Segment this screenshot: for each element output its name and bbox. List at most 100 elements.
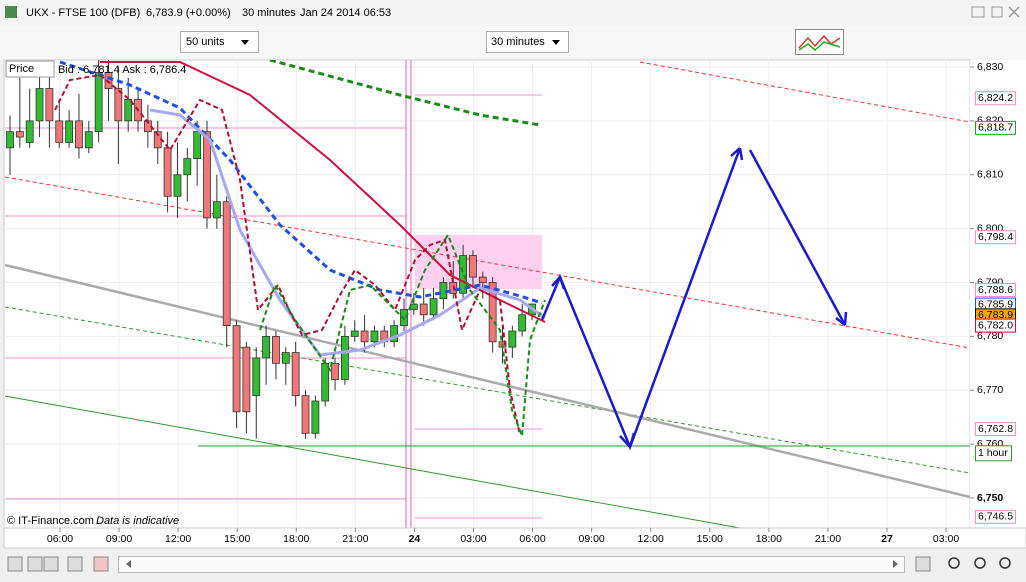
candle-body <box>222 201 231 326</box>
candle-body <box>25 120 34 143</box>
level-tag <box>975 445 1012 462</box>
price-badge-label: 6,788.6 <box>978 284 1013 296</box>
candle-body <box>6 131 14 149</box>
minimize-button[interactable] <box>971 6 985 18</box>
trend-line <box>4 263 970 499</box>
channel-line <box>4 176 970 349</box>
moving-average <box>59 60 543 305</box>
candle-body <box>124 98 133 122</box>
time-label: 12:00 <box>638 533 664 545</box>
maximize-button[interactable] <box>991 6 1003 18</box>
note: Data is indicative <box>96 515 179 527</box>
price-label: 6,770 <box>977 384 1003 396</box>
candle-body <box>193 131 202 159</box>
time-label: 06:00 <box>47 533 73 545</box>
time-label: 27 <box>881 533 893 545</box>
tool-button[interactable] <box>915 556 931 572</box>
price-label: 6,750 <box>977 492 1003 504</box>
tool-button[interactable] <box>67 556 83 572</box>
price-badge <box>975 283 1016 298</box>
candle-body <box>400 309 408 327</box>
zoom-out[interactable] <box>974 557 986 569</box>
legend-box[interactable] <box>5 60 55 78</box>
candle-body <box>173 174 182 197</box>
price-badge <box>975 422 1016 437</box>
units-dropdown[interactable] <box>180 31 259 53</box>
app-icon <box>5 6 17 18</box>
moving-average <box>269 60 541 127</box>
candle-body <box>84 131 93 149</box>
candle-body <box>163 147 172 197</box>
time-label: 15:00 <box>224 533 250 545</box>
candle-body <box>360 330 369 343</box>
price-badge <box>975 91 1016 106</box>
indicators <box>54 60 848 451</box>
title-bar <box>0 0 1026 26</box>
quote: Bid : 6,781.4 Ask : 6,786.4 <box>58 64 186 76</box>
candle-body <box>75 120 83 149</box>
candle-body <box>331 362 339 380</box>
candle-body <box>262 335 271 359</box>
units-value: 50 units <box>186 36 225 48</box>
price-badge-label: 6,782.0 <box>978 319 1013 331</box>
indicator-icon <box>798 41 841 51</box>
time-label: 06:00 <box>519 533 545 545</box>
price-badge-label: 6,746.5 <box>978 511 1013 523</box>
candle-body <box>183 158 192 176</box>
time-label: 09:00 <box>106 533 132 545</box>
tool-button[interactable] <box>27 556 43 572</box>
candle-body <box>301 395 310 434</box>
time-label: 21:00 <box>815 533 841 545</box>
candle-body <box>94 71 103 133</box>
price-badge-label: 6,798.4 <box>978 231 1013 243</box>
moving-average <box>100 61 546 323</box>
price: 6,783.9 (+0.00%) <box>146 7 231 19</box>
time-label: 18:00 <box>283 533 309 545</box>
price-badge <box>975 120 1016 135</box>
zoom-in[interactable] <box>948 557 960 569</box>
tool-button[interactable] <box>93 556 109 572</box>
candle-body <box>311 400 320 434</box>
candle-body <box>478 276 487 283</box>
price-badge-label: 6,824.2 <box>978 92 1013 104</box>
time-axis <box>3 527 1026 549</box>
price-label: 6,830 <box>977 61 1003 73</box>
period-value: 30 minutes <box>491 36 545 48</box>
tool-button[interactable] <box>7 556 23 572</box>
level-tag-label: 1 hour <box>978 447 1008 459</box>
candle-body <box>419 303 428 316</box>
time-label: 03:00 <box>933 533 959 545</box>
moving-average <box>149 108 546 357</box>
candle-body <box>281 352 290 364</box>
candle-body <box>350 330 359 337</box>
candle-body <box>390 325 399 343</box>
candle-body <box>508 330 517 348</box>
candle-body <box>203 131 211 219</box>
time-label: 21:00 <box>342 533 368 545</box>
candle-body <box>212 201 221 219</box>
candle-body <box>45 88 54 122</box>
scroll-left[interactable] <box>126 560 131 568</box>
tool-button[interactable] <box>43 556 59 572</box>
period-dropdown[interactable] <box>486 31 569 53</box>
price-axis-labels: 6,8306,8206,8106,8006,7906,7806,7706,760… <box>970 61 1016 524</box>
zoom-reset[interactable] <box>999 557 1011 569</box>
candle-body <box>65 120 73 143</box>
candle-body <box>15 131 24 138</box>
candle-body <box>370 330 379 343</box>
trend-line <box>4 395 741 528</box>
candle-body <box>114 88 123 122</box>
price-badge-label: 6,762.8 <box>978 423 1013 435</box>
scroll-right[interactable] <box>893 560 898 568</box>
scrollbar[interactable] <box>118 556 905 573</box>
indicator-icon <box>798 34 841 49</box>
price-label: 6,780 <box>977 330 1003 342</box>
price-badge <box>975 230 1016 245</box>
channel-line <box>4 306 970 474</box>
candle-body <box>55 120 64 143</box>
candle-body <box>469 255 477 278</box>
projection-arrow <box>540 147 847 451</box>
close-button[interactable] <box>1008 6 1020 18</box>
time-axis-labels: 06:00 09:00 12:00 15:00 18:00 21:00 24 03:00 06:… <box>47 528 959 545</box>
